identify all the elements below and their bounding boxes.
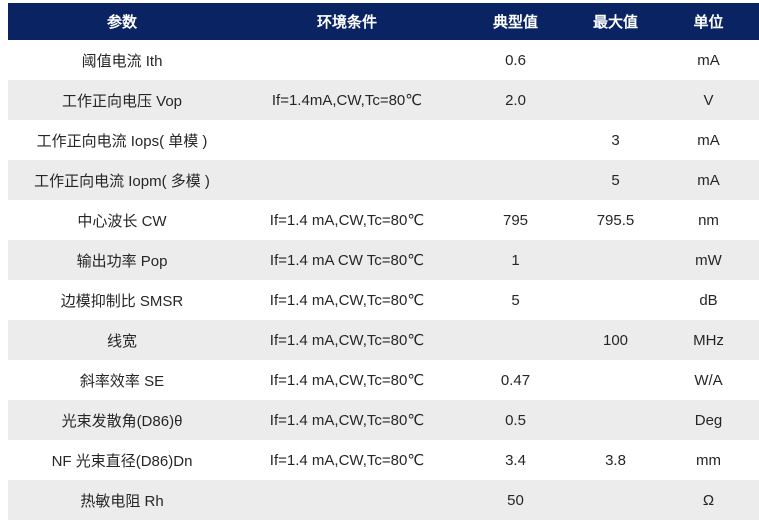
param-cell: 热敏电阻 Rh bbox=[80, 492, 164, 510]
table-row: 热敏电阻 Rh 50 Ω bbox=[8, 480, 759, 520]
max-cell bbox=[573, 360, 658, 400]
table-row: 工作正向电流 Iopm( 多模 ) 5 mA bbox=[8, 160, 759, 200]
spec-table-body: 阈值电流 Ith 0.6 mA 工作正向电压 Vop If=1.4mA,CW,T… bbox=[8, 40, 759, 520]
spec-table-header: 参数 环境条件 典型值 最大值 单位 bbox=[8, 3, 759, 40]
spec-table-container: 参数 环境条件 典型值 最大值 单位 阈值电流 Ith 0.6 mA 工作正向电… bbox=[8, 3, 759, 520]
max-cell bbox=[573, 480, 658, 520]
condition-cell: If=1.4 mA,CW,Tc=80℃ bbox=[269, 212, 425, 229]
condition-cell: If=1.4 mA CW Tc=80℃ bbox=[269, 252, 425, 269]
condition-cell: If=1.4mA,CW,Tc=80℃ bbox=[271, 92, 423, 109]
header-unit: 单位 bbox=[658, 3, 759, 40]
param-cell: 线宽 bbox=[106, 332, 137, 350]
typical-cell: 50 bbox=[507, 491, 524, 509]
typical-cell bbox=[458, 120, 573, 160]
table-row: 斜率效率 SE If=1.4 mA,CW,Tc=80℃ 0.47 W/A bbox=[8, 360, 759, 400]
unit-cell: Ω bbox=[702, 491, 715, 509]
condition-cell: If=1.4 mA,CW,Tc=80℃ bbox=[269, 452, 425, 469]
unit-cell: mW bbox=[695, 251, 722, 269]
unit-cell: W/A bbox=[694, 371, 723, 389]
table-row: NF 光束直径(D86)Dn If=1.4 mA,CW,Tc=80℃ 3.4 3… bbox=[8, 440, 759, 480]
condition-cell: If=1.4 mA,CW,Tc=80℃ bbox=[269, 332, 425, 349]
max-cell: 5 bbox=[611, 171, 620, 189]
condition-cell bbox=[236, 160, 458, 200]
condition-cell: If=1.4 mA,CW,Tc=80℃ bbox=[269, 372, 425, 389]
typical-cell: 795 bbox=[502, 211, 529, 229]
unit-cell: dB bbox=[699, 291, 718, 309]
typical-cell: 0.5 bbox=[505, 411, 526, 429]
max-cell: 3.8 bbox=[605, 451, 626, 469]
table-header-row: 参数 环境条件 典型值 最大值 单位 bbox=[8, 3, 759, 40]
typical-cell: 0.6 bbox=[505, 51, 526, 69]
param-cell: 工作正向电压 Vop bbox=[61, 92, 183, 110]
table-row: 光束发散角(D86)θ If=1.4 mA,CW,Tc=80℃ 0.5 Deg bbox=[8, 400, 759, 440]
header-condition: 环境条件 bbox=[236, 3, 458, 40]
table-row: 线宽 If=1.4 mA,CW,Tc=80℃ 100 MHz bbox=[8, 320, 759, 360]
unit-cell: nm bbox=[698, 211, 719, 229]
max-cell bbox=[573, 240, 658, 280]
table-row: 中心波长 CW If=1.4 mA,CW,Tc=80℃ 795 795.5 nm bbox=[8, 200, 759, 240]
unit-cell: mA bbox=[697, 51, 720, 69]
condition-cell: If=1.4 mA,CW,Tc=80℃ bbox=[269, 412, 425, 429]
table-row: 工作正向电流 Iops( 单模 ) 3 mA bbox=[8, 120, 759, 160]
condition-cell: If=1.4 mA,CW,Tc=80℃ bbox=[269, 292, 425, 309]
max-cell: 100 bbox=[602, 331, 629, 349]
unit-cell: mA bbox=[697, 131, 720, 149]
table-row: 输出功率 Pop If=1.4 mA CW Tc=80℃ 1 mW bbox=[8, 240, 759, 280]
max-cell bbox=[573, 80, 658, 120]
typical-cell bbox=[458, 160, 573, 200]
typical-cell bbox=[458, 320, 573, 360]
header-typical: 典型值 bbox=[458, 3, 573, 40]
param-cell: 中心波长 CW bbox=[77, 212, 167, 230]
param-cell: 光束发散角(D86)θ bbox=[61, 412, 183, 430]
param-cell: 工作正向电流 Iopm( 多模 ) bbox=[34, 172, 210, 190]
param-cell: 输出功率 Pop bbox=[76, 252, 168, 270]
unit-cell: MHz bbox=[693, 331, 724, 349]
typical-cell: 3.4 bbox=[505, 451, 526, 469]
table-row: 工作正向电压 Vop If=1.4mA,CW,Tc=80℃ 2.0 V bbox=[8, 80, 759, 120]
max-cell bbox=[573, 400, 658, 440]
param-cell: 边模抑制比 SMSR bbox=[60, 292, 184, 310]
unit-cell: mm bbox=[696, 451, 721, 469]
unit-cell: V bbox=[703, 91, 714, 109]
table-row: 边模抑制比 SMSR If=1.4 mA,CW,Tc=80℃ 5 dB bbox=[8, 280, 759, 320]
typical-cell: 2.0 bbox=[505, 91, 526, 109]
header-parameter: 参数 bbox=[8, 3, 236, 40]
spec-table: 参数 环境条件 典型值 最大值 单位 阈值电流 Ith 0.6 mA 工作正向电… bbox=[8, 3, 759, 520]
condition-cell bbox=[236, 480, 458, 520]
typical-cell: 1 bbox=[511, 251, 520, 269]
param-cell: 斜率效率 SE bbox=[79, 372, 165, 390]
condition-cell bbox=[236, 40, 458, 80]
param-cell: 工作正向电流 Iops( 单模 ) bbox=[36, 132, 208, 150]
table-row: 阈值电流 Ith 0.6 mA bbox=[8, 40, 759, 80]
header-maximum: 最大值 bbox=[573, 3, 658, 40]
typical-cell: 5 bbox=[511, 291, 520, 309]
unit-cell: mA bbox=[697, 171, 720, 189]
unit-cell: Deg bbox=[694, 411, 723, 429]
typical-cell: 0.47 bbox=[500, 371, 531, 389]
max-cell bbox=[573, 40, 658, 80]
max-cell: 3 bbox=[611, 131, 620, 149]
max-cell: 795.5 bbox=[596, 211, 635, 229]
condition-cell bbox=[236, 120, 458, 160]
max-cell bbox=[573, 280, 658, 320]
param-cell: NF 光束直径(D86)Dn bbox=[51, 452, 193, 470]
param-cell: 阈值电流 Ith bbox=[81, 52, 163, 70]
